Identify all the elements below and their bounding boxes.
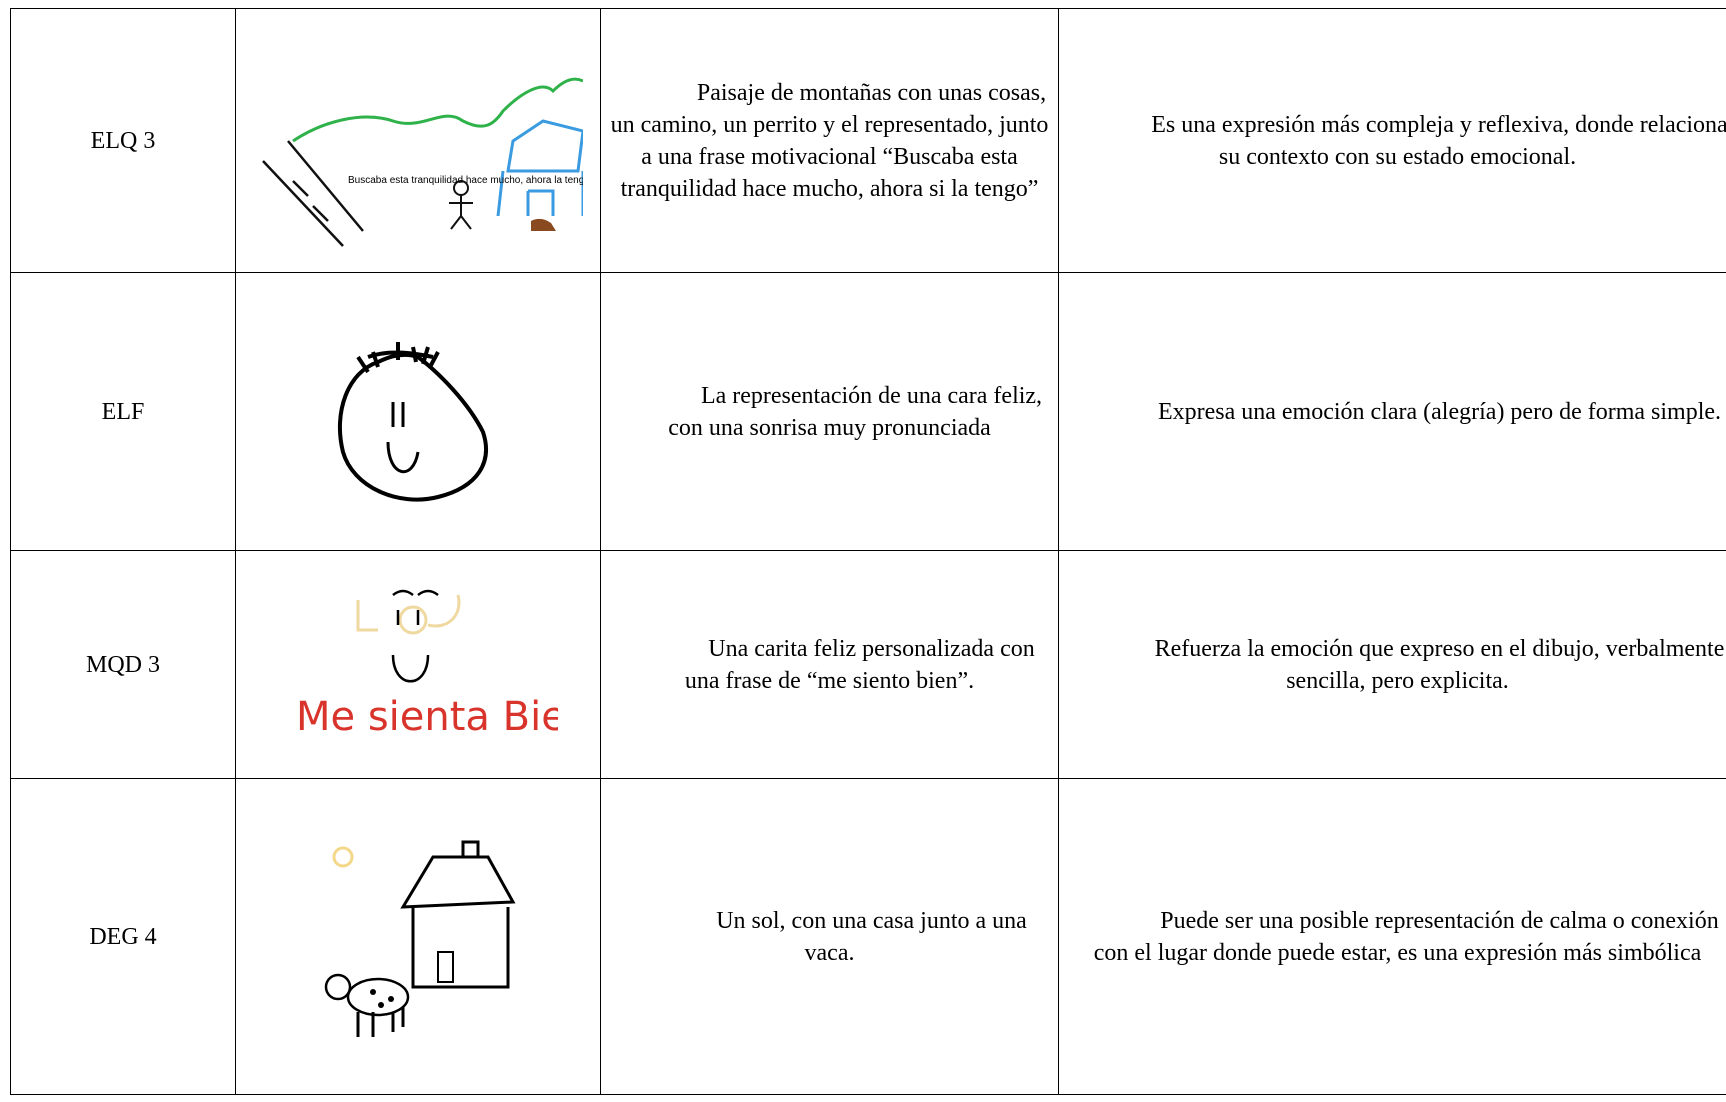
drawing-cell: Buscaba esta tranquilidad hace mucho, ah…	[235, 8, 600, 272]
cell-text: DEG 4	[89, 923, 157, 950]
code-cell: ELF	[10, 272, 235, 550]
drawing-text: Buscaba esta tranquilidad hace mucho, ah…	[348, 175, 583, 186]
drawing-cell	[235, 778, 600, 1094]
cell-text: La representación de una cara feliz, con…	[668, 382, 1043, 441]
cell-text: Puede ser una posible representación de …	[1093, 907, 1719, 966]
description-cell: La representación de una cara feliz, con…	[600, 272, 1058, 550]
interpretation-cell: Puede ser una posible representación de …	[1058, 778, 1726, 1094]
interpretation-cell: Expresa una emoción clara (alegría) pero…	[1058, 272, 1726, 550]
description-cell: Paisaje de montañas con unas cosas, un c…	[600, 8, 1058, 272]
cell-text: ELF	[101, 398, 145, 425]
cell-text: Refuerza la emoción que expreso en el di…	[1154, 635, 1725, 694]
drawing-cell: Me sienta Bien	[235, 550, 600, 778]
cell-text: Es una expresión más compleja y reflexiv…	[1151, 111, 1726, 170]
cell-text: MQD 3	[85, 651, 160, 678]
drawing	[324, 840, 516, 1037]
drawing	[337, 341, 488, 502]
drawing: Me sienta Bien	[296, 589, 558, 740]
interpretation-cell: Es una expresión más compleja y reflexiv…	[1058, 8, 1726, 272]
code-cell: MQD 3	[10, 550, 235, 778]
code-cell: DEG 4	[10, 778, 235, 1094]
description-cell: Una carita feliz personalizada con una f…	[600, 550, 1058, 778]
table-border	[10, 1094, 1726, 1095]
cell-text: ELQ 3	[90, 127, 156, 154]
drawing: Buscaba esta tranquilidad hace mucho, ah…	[262, 77, 583, 247]
interpretation-cell: Refuerza la emoción que expreso en el di…	[1058, 550, 1726, 778]
code-cell: ELQ 3	[10, 8, 235, 272]
cell-text: Paisaje de montañas con unas cosas, un c…	[610, 79, 1049, 202]
drawing-text: Me sienta Bien	[296, 694, 558, 740]
description-cell: Un sol, con una casa junto a una vaca.	[600, 778, 1058, 1094]
cell-text: Una carita feliz personalizada con una f…	[684, 635, 1035, 694]
cell-text: Un sol, con una casa junto a una vaca.	[716, 907, 1027, 966]
cell-text: Expresa una emoción clara (alegría) pero…	[1157, 398, 1722, 425]
drawing-cell	[235, 272, 600, 550]
